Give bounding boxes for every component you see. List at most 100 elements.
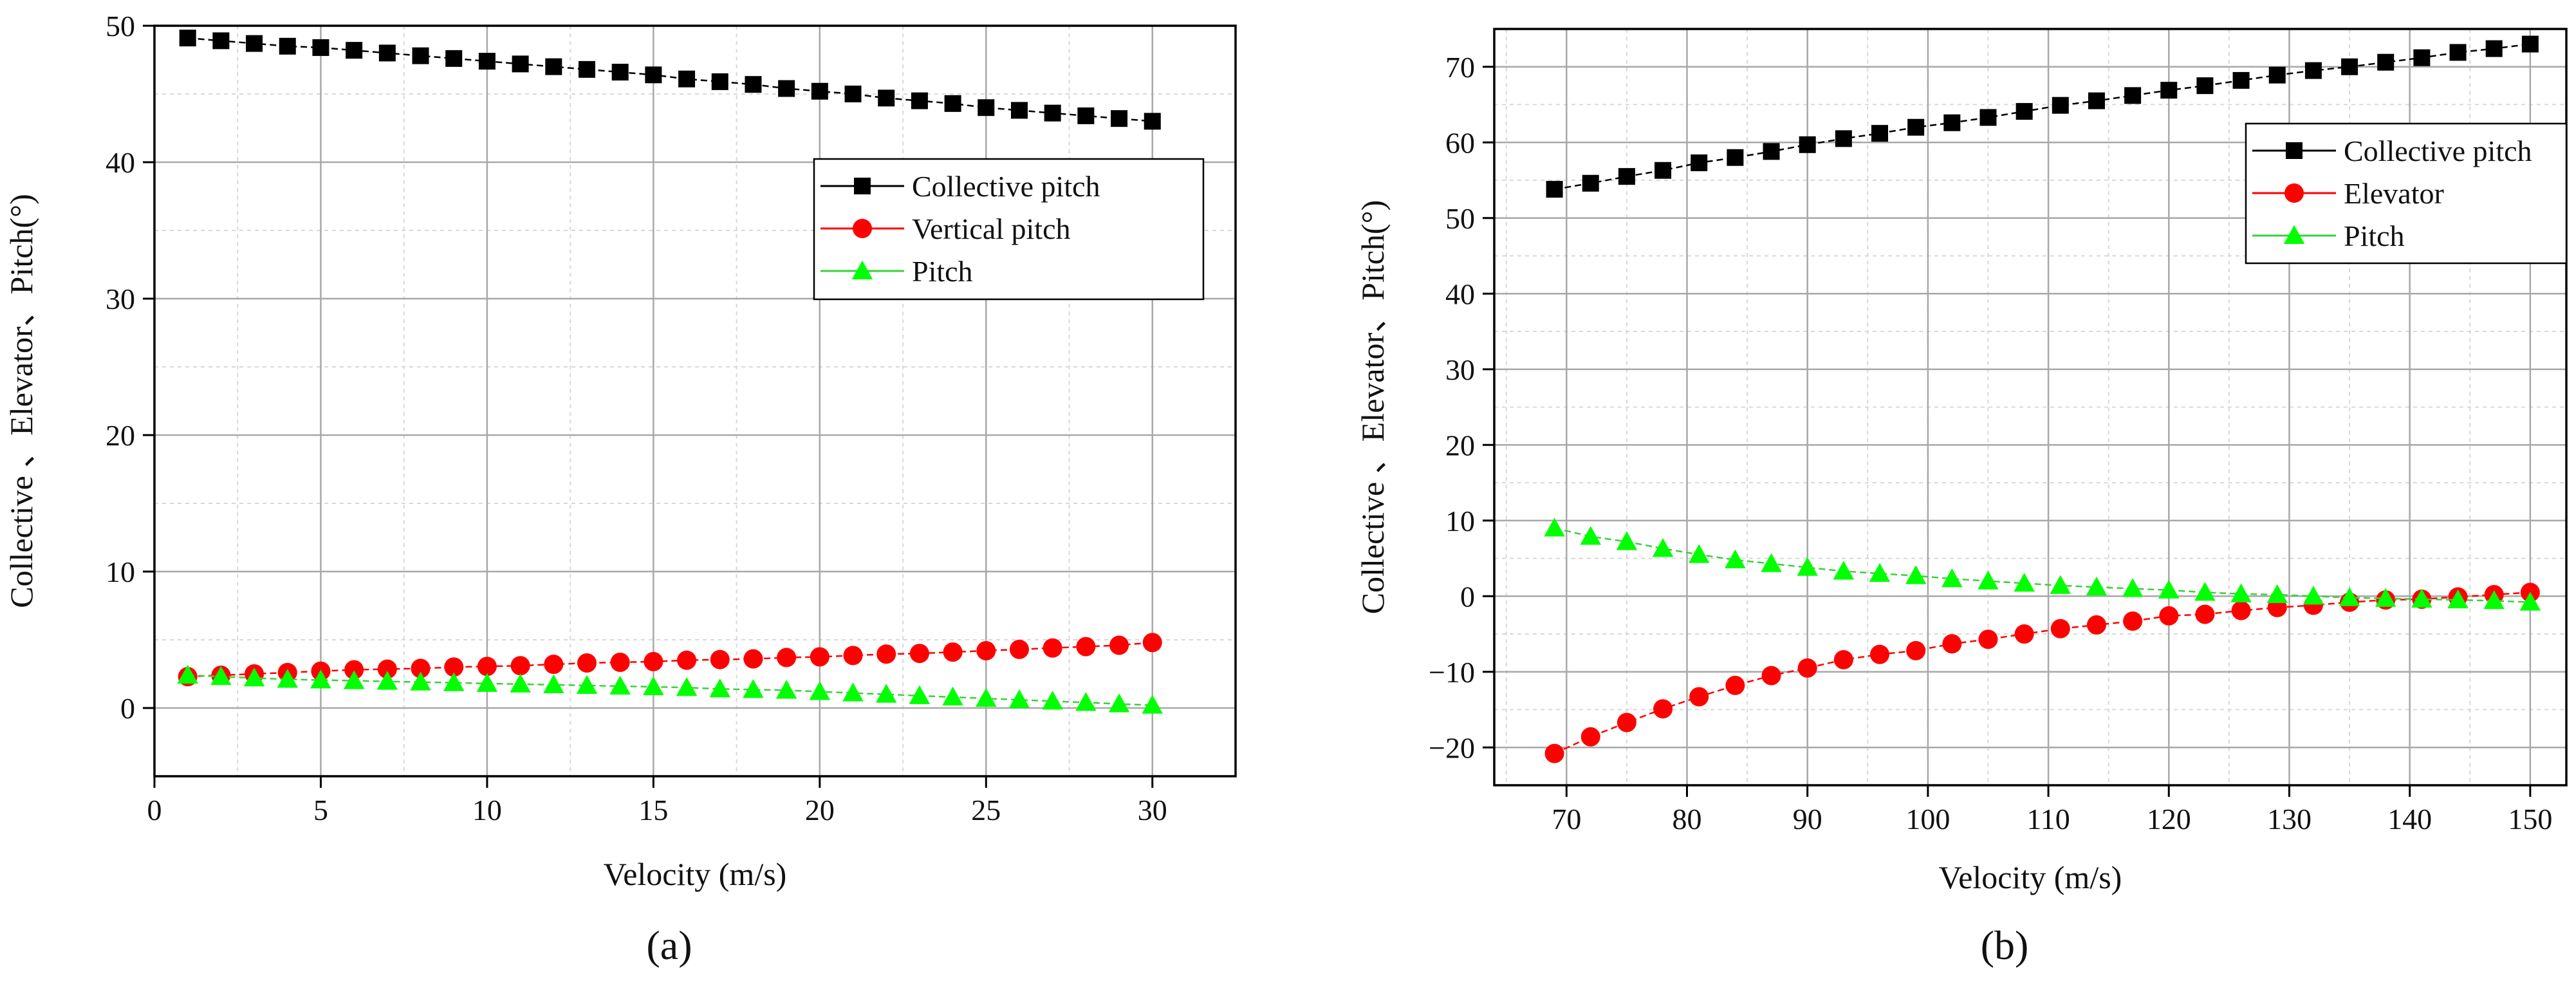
data-point (643, 676, 664, 696)
data-point (212, 32, 230, 50)
y-tick-label: 10 (1445, 505, 1475, 537)
data-point (1582, 174, 1599, 192)
y-axis: −20 −10 0 10 20 30 40 50 60 70 (1429, 51, 1494, 764)
data-point (2266, 584, 2288, 603)
series-line (1554, 43, 2530, 191)
data-point (1111, 110, 1128, 127)
data-point (1907, 118, 1925, 136)
data-point (1109, 635, 1129, 655)
data-point (1727, 149, 1744, 166)
data-point (2377, 53, 2395, 71)
y-axis: 0 10 20 30 40 50 (106, 10, 154, 725)
data-point (1799, 136, 1816, 153)
data-point (1142, 694, 1163, 714)
data-point (2447, 589, 2469, 609)
data-point (2014, 624, 2034, 644)
data-point (411, 658, 431, 678)
data-point (1761, 553, 1782, 572)
legend: Collective pitch Vertical pitch Pitch (813, 158, 1205, 301)
data-point (1042, 638, 1062, 658)
data-point (711, 73, 728, 90)
data-point (2122, 578, 2144, 597)
x-tick-label: 25 (971, 794, 1001, 826)
data-point (2231, 601, 2251, 620)
data-point (811, 82, 828, 100)
data-point (1763, 143, 1780, 160)
data-point (310, 669, 331, 689)
y-tick-label: 50 (1445, 202, 1475, 235)
legend-marker (854, 178, 871, 194)
data-point (878, 89, 895, 107)
x-tick-label: 90 (1793, 803, 1822, 835)
data-point (1688, 544, 1710, 563)
data-point (1871, 125, 1889, 142)
data-point (243, 667, 265, 687)
data-point (1943, 114, 1961, 131)
legend-label: Collective pitch (2344, 135, 2532, 167)
data-point (909, 685, 931, 704)
data-point (1616, 531, 1638, 550)
data-point (1076, 637, 1096, 657)
data-point (1725, 549, 1746, 568)
data-point (1978, 629, 1998, 649)
data-point (1691, 154, 1708, 171)
data-point (510, 656, 530, 676)
data-point (1042, 691, 1063, 710)
data-point (2052, 97, 2069, 114)
data-point (412, 47, 429, 64)
x-tick-label: 5 (313, 794, 328, 826)
series-vertical-pitch (178, 633, 1162, 687)
series-line (1554, 527, 2530, 603)
data-point (1833, 561, 1855, 580)
x-axis-label: Velocity (m/s) (604, 856, 787, 892)
x-tick-label: 100 (1905, 803, 1950, 835)
data-point (2086, 615, 2106, 635)
data-point (609, 675, 631, 695)
legend-marker (2284, 183, 2304, 203)
data-point (1653, 699, 1673, 719)
x-axis-label: Velocity (m/s) (1939, 859, 2122, 895)
data-point (510, 673, 531, 693)
y-tick-label: 50 (106, 10, 135, 42)
series-line (187, 37, 1153, 122)
data-point (1652, 537, 1674, 557)
data-point (410, 671, 431, 691)
y-tick-label: 10 (106, 555, 135, 588)
series-elevator (1544, 583, 2540, 763)
x-tick-label: 15 (638, 794, 668, 826)
data-point (844, 86, 862, 102)
data-point (1580, 727, 1600, 747)
data-point (2411, 588, 2432, 608)
plot-frame (153, 24, 1237, 778)
data-point (1689, 687, 1709, 707)
data-point (743, 679, 764, 698)
data-point (1942, 634, 1962, 654)
series-line (1554, 592, 2530, 754)
x-tick-label: 110 (2026, 803, 2070, 835)
data-point (2014, 573, 2035, 592)
data-point (346, 42, 363, 59)
y-tick-label: 60 (1445, 126, 1475, 159)
data-point (210, 666, 232, 685)
series-line (187, 674, 1153, 707)
x-axis: 0 5 10 15 20 25 30 (147, 776, 1167, 826)
y-tick-label: −10 (1429, 656, 1475, 689)
data-point (1544, 517, 1565, 537)
panel-label: (b) (1981, 922, 2029, 968)
legend-label: Pitch (912, 255, 973, 288)
data-point (709, 678, 731, 698)
data-point (577, 653, 597, 673)
data-point (677, 650, 697, 670)
x-tick-label: 30 (1138, 794, 1167, 826)
y-tick-label: 20 (1445, 429, 1475, 461)
data-point (2519, 592, 2541, 611)
data-point (2303, 586, 2324, 605)
x-tick-label: 0 (147, 794, 162, 826)
x-tick-label: 140 (2387, 803, 2432, 835)
data-point (343, 670, 365, 689)
series-collective-pitch (179, 30, 1161, 130)
data-point (1797, 658, 1817, 678)
data-point (277, 669, 299, 688)
data-point (246, 35, 263, 52)
x-tick-label: 10 (472, 794, 502, 826)
